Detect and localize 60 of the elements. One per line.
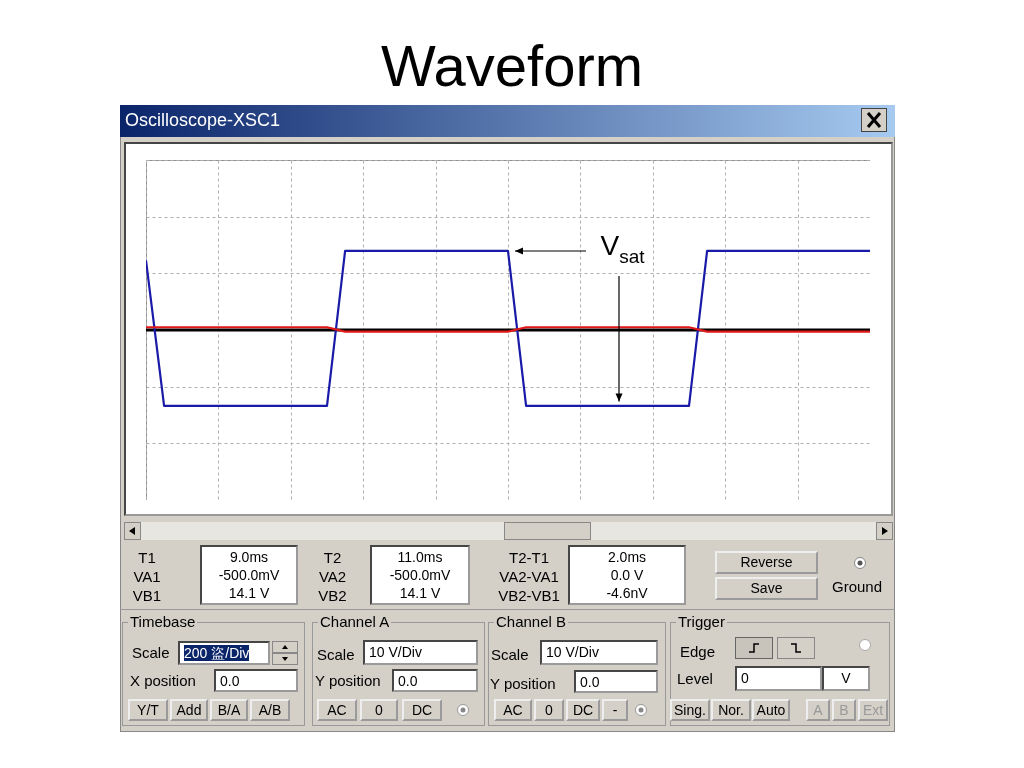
text: Y/T bbox=[128, 699, 168, 721]
text: VB1 bbox=[131, 587, 163, 604]
text: 0.0 bbox=[392, 669, 478, 692]
text: 0 bbox=[735, 666, 822, 691]
text: - bbox=[602, 699, 628, 721]
text: VB2 bbox=[317, 587, 348, 604]
text: 10 V/Div bbox=[363, 640, 478, 665]
text: VA1 bbox=[132, 568, 162, 585]
text: Scale bbox=[317, 646, 355, 663]
text: Ext bbox=[858, 699, 888, 721]
text: Add bbox=[170, 699, 208, 721]
text: Sing. bbox=[670, 699, 710, 721]
text: Timebase bbox=[128, 613, 198, 630]
text: Channel B bbox=[494, 613, 569, 630]
text: A bbox=[806, 699, 830, 721]
text: VA2 bbox=[317, 568, 348, 585]
text: Save bbox=[715, 577, 818, 600]
text: Auto bbox=[752, 699, 790, 721]
text: B/A bbox=[210, 699, 248, 721]
text: 0 bbox=[360, 699, 398, 721]
text: A/B bbox=[250, 699, 290, 721]
text: 14.1 V bbox=[227, 584, 271, 602]
text: Trigger bbox=[676, 613, 727, 630]
text: Nor. bbox=[711, 699, 751, 721]
text: 0.0 bbox=[214, 669, 298, 692]
text: AC bbox=[494, 699, 532, 721]
text: Channel A bbox=[318, 613, 392, 630]
text: 11.0ms bbox=[396, 548, 444, 566]
text: -4.6nV bbox=[605, 584, 649, 602]
text: 10 V/Div bbox=[540, 640, 658, 665]
text: 2.0ms bbox=[606, 548, 648, 566]
chart-subtitle: Oscilloscope-XSC1 bbox=[125, 110, 281, 131]
text: T2-T1 bbox=[508, 549, 550, 566]
text: DC bbox=[402, 699, 442, 721]
text: Level bbox=[677, 670, 713, 687]
text: T1 bbox=[137, 549, 157, 566]
text: Scale bbox=[132, 644, 170, 661]
text: B bbox=[832, 699, 856, 721]
text: Scale bbox=[491, 646, 529, 663]
text: DC bbox=[566, 699, 600, 721]
text: Edge bbox=[680, 643, 716, 660]
text: VA2-VA1 bbox=[498, 568, 560, 585]
text: 200 盜/Div bbox=[184, 645, 250, 661]
text: 0.0 V bbox=[609, 566, 645, 584]
text: Ground bbox=[832, 578, 883, 595]
text: AC bbox=[317, 699, 357, 721]
chart-title: Waveform bbox=[379, 32, 645, 99]
text: Y position bbox=[315, 672, 381, 689]
text: X position bbox=[130, 672, 196, 689]
text: VB2-VB1 bbox=[497, 587, 561, 604]
text: T2 bbox=[322, 549, 343, 566]
text: 0 bbox=[534, 699, 564, 721]
text: 9.0ms bbox=[228, 548, 270, 566]
text: -500.0mV bbox=[388, 566, 452, 584]
text: Reverse bbox=[715, 551, 818, 574]
text: 0.0 bbox=[574, 670, 658, 693]
text: 14.1 V bbox=[398, 584, 442, 602]
text: V bbox=[822, 666, 870, 691]
text: -500.0mV bbox=[217, 566, 281, 584]
text: Y position bbox=[490, 675, 556, 692]
